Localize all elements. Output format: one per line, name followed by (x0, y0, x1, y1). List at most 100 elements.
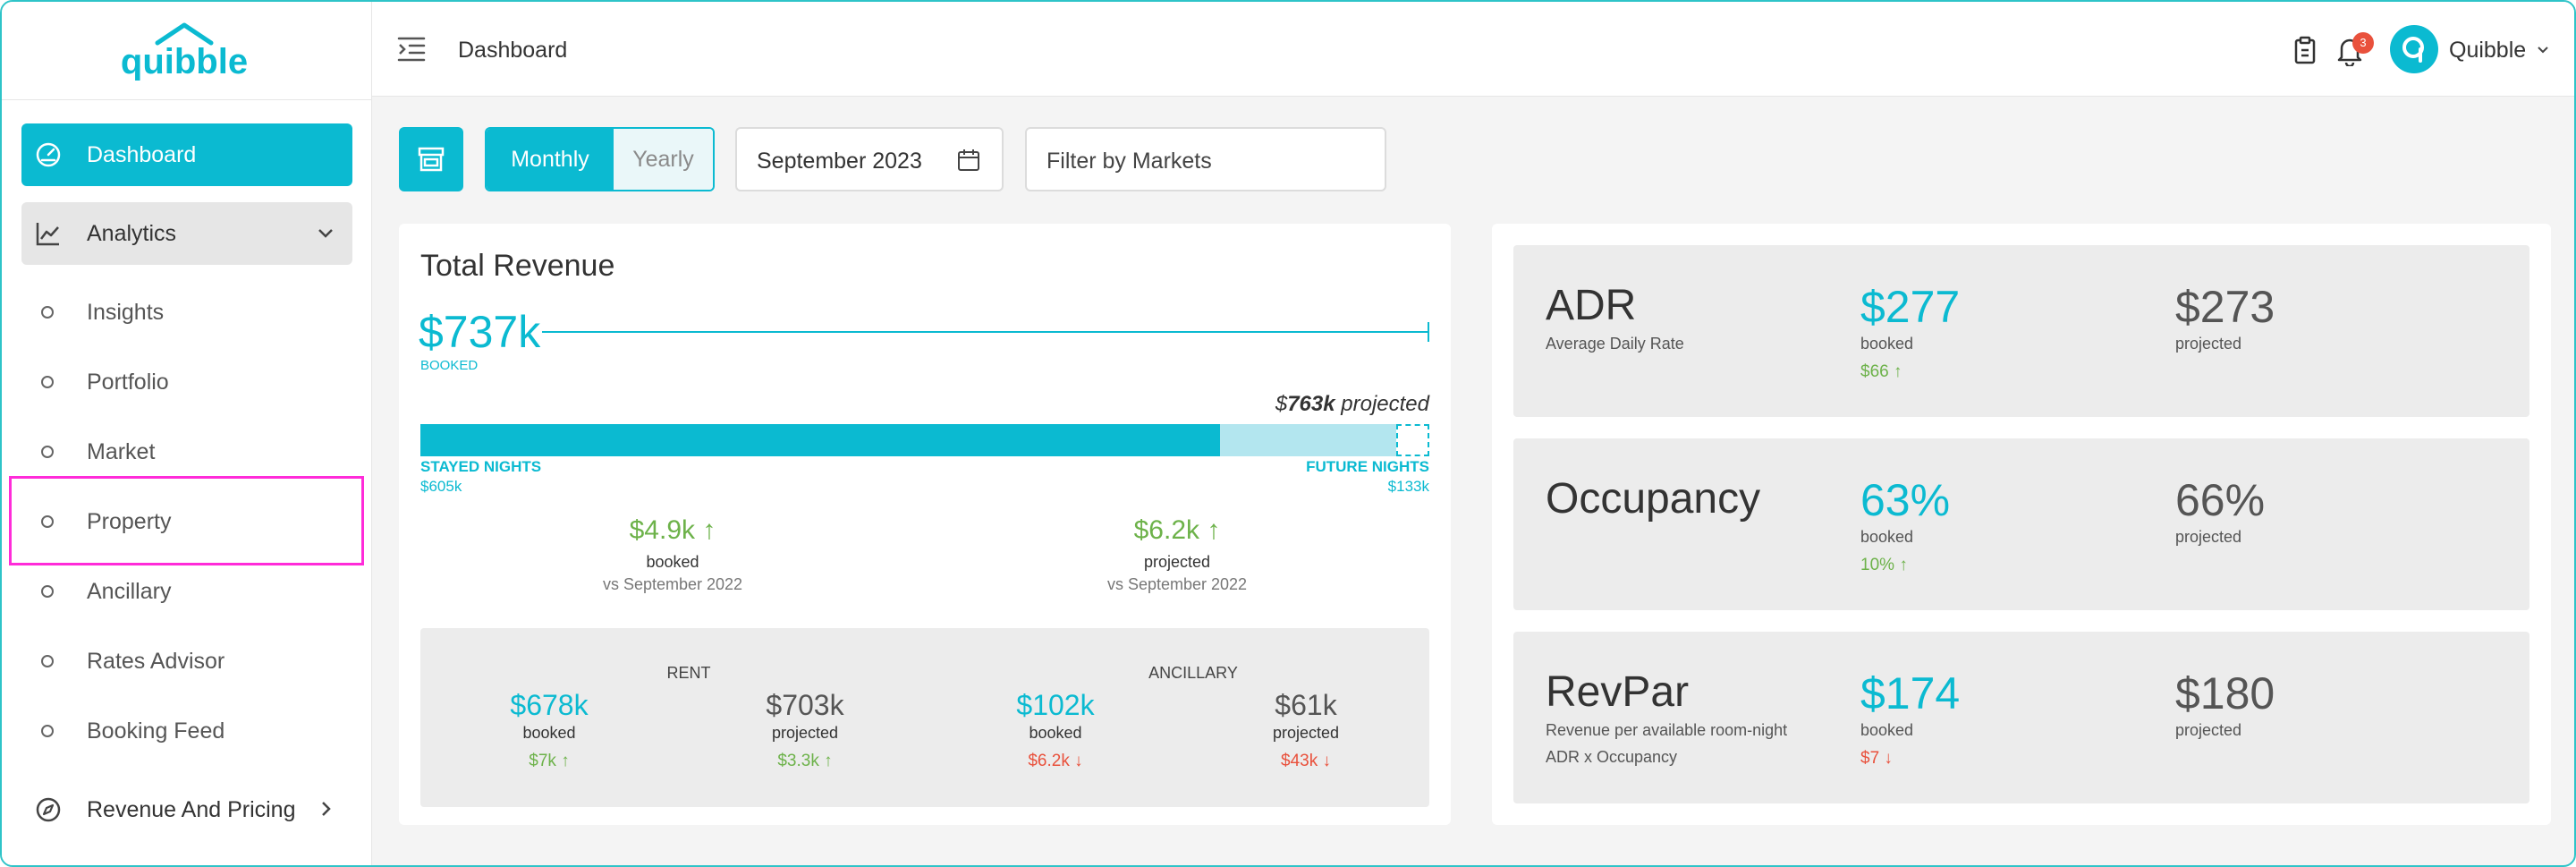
kpi-delta: $66 ↑ (1860, 362, 1960, 382)
kpi-projected-label: projected (2175, 335, 2242, 353)
kpi-formula: ADR x Occupancy (1546, 748, 1678, 766)
booked-delta-compare: vs September 2022 (602, 575, 743, 593)
selection-highlight (9, 476, 364, 565)
kpi-booked: $174 booked $7 ↓ (1860, 667, 1960, 769)
rent-projected-value: $703k (766, 689, 844, 721)
sidebar-item-label: Dashboard (87, 141, 197, 167)
future-nights-value: $133k (1387, 478, 1429, 495)
kpi-booked: 63% booked 10% ↑ (1860, 474, 1950, 575)
projected-delta-compare: vs September 2022 (1106, 575, 1248, 593)
compass-icon (36, 797, 61, 822)
projected-remaining-bar (1396, 424, 1429, 456)
sidebar-item-insights[interactable]: Insights (21, 285, 352, 339)
line-chart-icon (36, 223, 59, 246)
kpi-booked-label: booked (1860, 528, 1914, 546)
avatar[interactable] (2390, 25, 2438, 73)
arrow-up-icon: ↑ (1899, 556, 1908, 574)
period-option-yearly[interactable]: Yearly (614, 129, 713, 190)
delta-value: 10% (1860, 556, 1895, 574)
kpi-projected-label: projected (2175, 721, 2242, 739)
rent-booked-delta: $7k ↑ (460, 752, 639, 771)
arrow-down-icon: ↓ (1074, 752, 1083, 770)
kpi-booked-value: $174 (1860, 668, 1961, 718)
delta-value: $43k (1281, 752, 1318, 770)
circle-icon (41, 655, 54, 667)
clipboard-icon[interactable] (2293, 36, 2318, 64)
future-nights-bar (1220, 424, 1396, 456)
sidebar-item-label: Revenue And Pricing (87, 796, 296, 822)
sidebar-item-dashboard[interactable]: Dashboard (21, 123, 352, 186)
kpi-occupancy: Occupancy 63% booked 10% ↑ 66% projected (1513, 438, 2529, 610)
arrow-down-icon: ↓ (1884, 749, 1893, 768)
sidebar-item-booking-feed[interactable]: Booking Feed (21, 704, 352, 758)
period-option-monthly[interactable]: Monthly (487, 129, 614, 190)
sidebar-item-label: Insights (87, 300, 165, 325)
sidebar-item-label: Ancillary (87, 579, 172, 604)
user-name[interactable]: Quibble (2449, 38, 2527, 63)
booked-delta-label: booked (646, 553, 699, 571)
projected-suffix: projected (1335, 392, 1429, 416)
ancillary-booked: $102k booked $6.2k ↓ (966, 689, 1145, 771)
sidebar-item-property[interactable]: Property (21, 495, 352, 548)
logo[interactable]: quibble (2, 2, 372, 100)
kpi-projected: 66% projected (2175, 474, 2265, 547)
sidebar-item-label: Portfolio (87, 370, 169, 395)
sidebar-item-rates-advisor[interactable]: Rates Advisor (21, 634, 352, 688)
ancillary-projected-delta: $43k ↓ (1216, 752, 1395, 771)
sidebar-item-label: Analytics (87, 220, 177, 246)
kpi-name: RevPar (1546, 668, 1690, 716)
kpi-booked-value: $277 (1860, 282, 1961, 332)
date-picker[interactable]: September 2023 (735, 127, 1004, 191)
revenue-breakdown: RENT ANCILLARY $678k booked $7k ↑ $703k … (420, 628, 1429, 807)
sidebar-item-market[interactable]: Market (21, 425, 352, 479)
property-view-button[interactable] (399, 127, 463, 191)
booked-revenue-label: BOOKED (420, 358, 479, 373)
rent-booked-label: booked (522, 724, 576, 742)
revenue-progress-bar (420, 424, 1429, 456)
sidebar-item-analytics[interactable]: Analytics (21, 202, 352, 265)
delta-value: $66 (1860, 362, 1889, 381)
ancillary-projected-label: projected (1272, 724, 1340, 742)
delta-value: $4.9k (629, 515, 696, 545)
storefront-icon (418, 147, 445, 172)
arrow-up-icon: ↑ (1893, 362, 1902, 381)
kpi-name: ADR (1546, 282, 1637, 329)
sidebar-item-portfolio[interactable]: Portfolio (21, 355, 352, 409)
kpi-booked-label: booked (1860, 721, 1914, 739)
ancillary-booked-delta: $6.2k ↓ (966, 752, 1145, 771)
circle-icon (41, 446, 54, 458)
sidebar-item-label: Rates Advisor (87, 649, 225, 674)
projected-value: 763k (1287, 392, 1335, 416)
ancillary-projected: $61k projected $43k ↓ (1216, 689, 1395, 771)
period-toggle: Monthly Yearly (485, 127, 715, 191)
notification-badge: 3 (2352, 32, 2374, 54)
menu-collapse-icon[interactable] (397, 36, 426, 63)
booked-line-end (1428, 322, 1429, 342)
kpi-booked: $277 booked $66 ↑ (1860, 281, 1960, 382)
sidebar-item-revenue-and-pricing[interactable]: Revenue And Pricing (21, 778, 352, 841)
sidebar: quibble Dashboard Analytics Insights (2, 2, 372, 865)
stayed-nights-bar (420, 424, 1220, 456)
rent-projected-delta: $3.3k ↑ (716, 752, 894, 771)
kpi-projected-label: projected (2175, 528, 2242, 546)
kpi-delta: $7 ↓ (1860, 749, 1960, 769)
chevron-down-icon[interactable] (2537, 45, 2549, 55)
kpi-projected-value: $273 (2175, 282, 2275, 332)
booked-revenue-value: $737k (419, 307, 541, 357)
circle-icon (41, 585, 54, 598)
stayed-nights-value: $605k (420, 478, 462, 495)
booked-line (542, 331, 1429, 333)
kpi-projected: $180 projected (2175, 667, 2275, 740)
markets-filter-input[interactable]: Filter by Markets (1025, 127, 1386, 191)
sidebar-item-label: Property (87, 509, 172, 534)
arrow-up-icon: ↑ (702, 515, 716, 545)
future-nights-label: FUTURE NIGHTS (1306, 458, 1429, 475)
kpi-subtitle: Revenue per available room-night (1546, 721, 1788, 739)
projected-delta-value: $6.2k ↑ (1043, 515, 1311, 546)
arrow-down-icon: ↓ (1322, 752, 1331, 770)
kpi-adr: ADR Average Daily Rate $277 booked $66 ↑… (1513, 245, 2529, 417)
arrow-up-icon: ↑ (561, 752, 570, 770)
sidebar-item-ancillary[interactable]: Ancillary (21, 565, 352, 618)
kpi-booked-value: 63% (1860, 475, 1951, 525)
